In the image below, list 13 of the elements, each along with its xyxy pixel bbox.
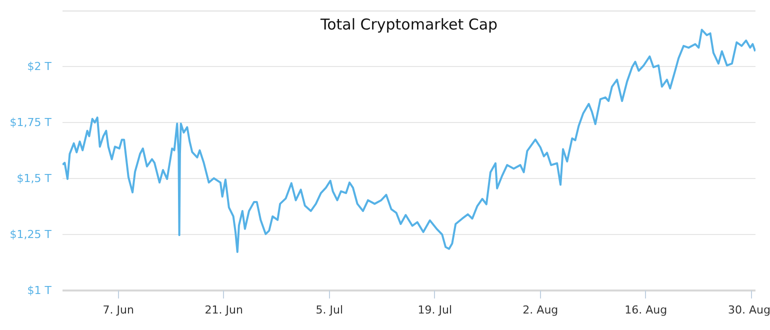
- x-tick-label: 30. Aug: [728, 304, 770, 316]
- x-tick-label: 19. Jul: [418, 304, 452, 316]
- chart-title: Total Cryptomarket Cap: [319, 16, 498, 34]
- y-tick-label: $2 T: [27, 60, 52, 73]
- x-tick-label: 5. Jul: [316, 304, 344, 316]
- y-tick-label: $1,25 T: [10, 228, 52, 241]
- y-tick-label: $1,75 T: [10, 116, 52, 129]
- x-tick-label: 16. Aug: [624, 304, 668, 316]
- y-tick-label: $1,5 T: [16, 172, 52, 185]
- x-tick-label: 21. Jun: [204, 304, 244, 316]
- x-tick-label: 2. Aug: [522, 304, 558, 316]
- x-tick-label: 7. Jun: [102, 304, 134, 316]
- y-tick-label: $1 T: [27, 284, 52, 297]
